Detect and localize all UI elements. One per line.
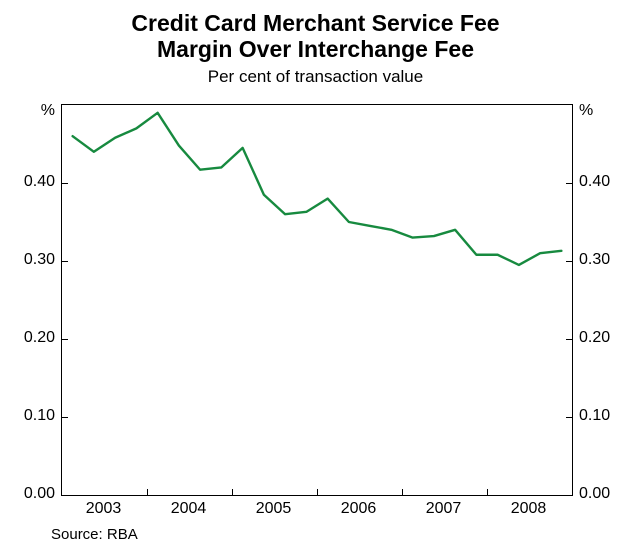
y-unit-left: % [41, 102, 55, 120]
margin-series-line [73, 113, 562, 265]
y-tick-label-right: 0.20 [579, 329, 610, 347]
chart-subtitle: Per cent of transaction value [0, 63, 631, 87]
y-tick-mark [62, 417, 68, 418]
source-label: Source: RBA [51, 526, 138, 543]
x-tick-label: 2008 [509, 500, 549, 518]
y-tick-mark [566, 339, 572, 340]
y-tick-label-left: 0.10 [24, 407, 55, 425]
x-tick-label: 2003 [84, 500, 124, 518]
x-tick-mark [402, 489, 403, 495]
y-tick-mark [566, 261, 572, 262]
y-tick-mark [62, 339, 68, 340]
y-tick-label-right: 0.40 [579, 173, 610, 191]
y-unit-right: % [579, 102, 593, 120]
chart-title: Credit Card Merchant Service Fee Margin … [0, 0, 631, 63]
y-tick-mark [566, 417, 572, 418]
y-tick-label-left: 0.00 [24, 485, 55, 503]
x-tick-label: 2005 [254, 500, 294, 518]
y-tick-label-left: 0.30 [24, 251, 55, 269]
y-tick-label-right: 0.10 [579, 407, 610, 425]
line-chart-svg [62, 105, 572, 495]
chart-title-line2: Margin Over Interchange Fee [157, 36, 474, 62]
y-tick-mark [566, 183, 572, 184]
y-tick-mark [62, 183, 68, 184]
chart-title-line1: Credit Card Merchant Service Fee [131, 10, 499, 36]
x-tick-mark [232, 489, 233, 495]
plot-area [61, 104, 573, 496]
x-tick-mark [487, 489, 488, 495]
y-tick-label-left: 0.20 [24, 329, 55, 347]
x-tick-mark [147, 489, 148, 495]
y-tick-label-right: 0.00 [579, 485, 610, 503]
y-tick-label-right: 0.30 [579, 251, 610, 269]
y-tick-label-left: 0.40 [24, 173, 55, 191]
y-tick-mark [62, 261, 68, 262]
x-tick-mark [317, 489, 318, 495]
x-tick-label: 2004 [169, 500, 209, 518]
chart-container: Credit Card Merchant Service Fee Margin … [0, 0, 631, 554]
x-tick-label: 2006 [339, 500, 379, 518]
x-tick-label: 2007 [424, 500, 464, 518]
